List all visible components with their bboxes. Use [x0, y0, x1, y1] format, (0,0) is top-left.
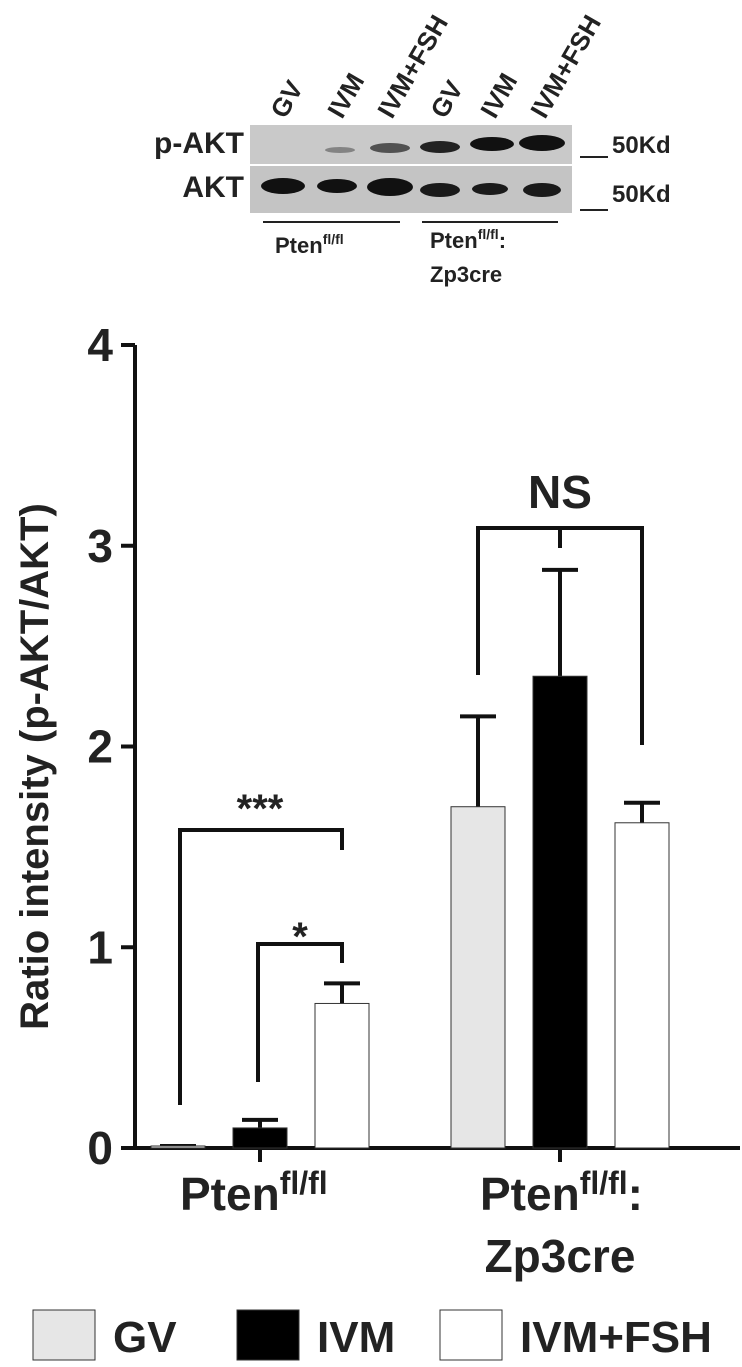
blot-row [250, 125, 572, 164]
group-label: Ptenfl/fl: [430, 226, 506, 253]
legend-swatch [439, 1309, 503, 1361]
lane-label: IVM [474, 68, 523, 123]
band [420, 183, 460, 197]
category-sup: fl/fl [580, 1165, 628, 1201]
band [317, 179, 357, 193]
western-blot: p-AKT AKT 50Kd 50Kd GV IVM IVM+FSH GV IV… [154, 10, 671, 287]
annotation: NS [528, 466, 592, 518]
band [519, 135, 565, 151]
lane-label: GV [424, 75, 469, 123]
y-tick-label: 1 [87, 921, 113, 973]
legend-label: IVM [317, 1313, 395, 1362]
band [325, 147, 355, 153]
band [261, 178, 305, 194]
category-text: Pten [480, 1168, 580, 1220]
bracket [178, 828, 344, 1105]
group-after: : [499, 228, 506, 253]
category-sup: fl/fl [280, 1165, 328, 1201]
x-tick-label: Zp3cre [485, 1230, 636, 1282]
size-marker: 50Kd [612, 181, 671, 208]
bar [150, 1145, 206, 1149]
group-label: Zp3cre [430, 262, 502, 287]
annotation: * [292, 915, 308, 959]
group-label: Ptenfl/fl [275, 231, 344, 258]
y-tick-label: 3 [87, 520, 113, 572]
bar [450, 806, 506, 1149]
row-label: AKT [182, 171, 244, 204]
annotation: *** [237, 787, 284, 831]
legend-swatch [32, 1309, 96, 1361]
band [370, 143, 410, 153]
bar [532, 675, 588, 1149]
band [367, 178, 413, 196]
size-marker: 50Kd [612, 132, 671, 159]
legend-label: IVM+FSH [520, 1313, 712, 1362]
band [420, 141, 460, 153]
lane-label: IVM+FSH [524, 10, 607, 123]
y-tick-label: 0 [87, 1122, 113, 1174]
group-text: Pten [275, 233, 323, 258]
y-tick-label: 2 [87, 721, 113, 773]
legend-label: GV [113, 1313, 177, 1362]
band [470, 137, 514, 151]
bracket [256, 942, 344, 1082]
legend-swatch [236, 1309, 300, 1361]
lane-label: GV [264, 75, 309, 123]
y-tick-label: 4 [87, 319, 113, 371]
group-text: Pten [430, 228, 478, 253]
bar [232, 1127, 288, 1149]
row-label: p-AKT [154, 127, 244, 160]
category-text: Pten [180, 1168, 280, 1220]
y-axis-label: Ratio intensity (p-AKT/AKT) [13, 503, 57, 1030]
band [523, 183, 561, 197]
bar [614, 822, 670, 1149]
group-sup: fl/fl [323, 231, 344, 247]
bar [314, 1002, 370, 1149]
x-tick-label: Ptenfl/fl [180, 1165, 328, 1220]
group-sup: fl/fl [478, 226, 499, 242]
lane-label: IVM [321, 68, 370, 123]
x-tick-label: Ptenfl/fl: [480, 1165, 643, 1220]
band [472, 183, 508, 195]
category-after: : [628, 1168, 643, 1220]
